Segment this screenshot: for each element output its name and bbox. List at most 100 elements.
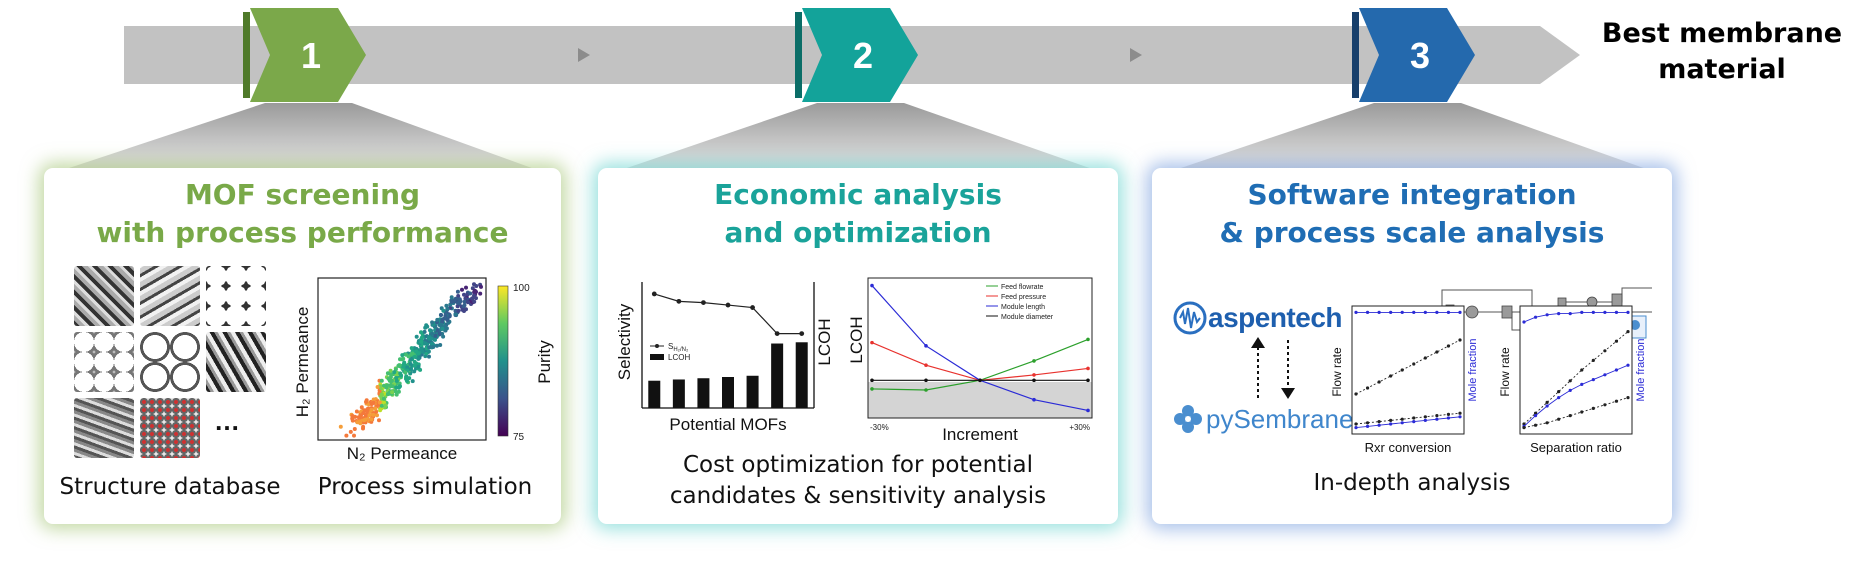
trend-point	[1626, 330, 1630, 334]
scatter-point	[466, 300, 470, 305]
sensitivity-x-label: Increment	[942, 425, 1018, 444]
selectivity-point	[651, 291, 657, 297]
scatter-point	[377, 418, 381, 423]
scatter-point	[455, 304, 460, 309]
trend-point	[1365, 310, 1370, 314]
scatter-point	[379, 403, 384, 408]
panel-1-title-line1: MOF screening	[184, 178, 421, 211]
scatter-point	[472, 299, 477, 304]
scatter-point	[363, 417, 368, 422]
scatter-point	[369, 407, 374, 412]
mof-structure-image	[74, 398, 134, 458]
trend-point	[1377, 420, 1381, 424]
sensitivity-point	[978, 378, 982, 383]
scatter-point	[419, 339, 424, 344]
trend-point	[1389, 310, 1393, 314]
trend-point	[1458, 411, 1462, 415]
panel-1-title: MOF screening with process performance	[44, 176, 561, 252]
selectivity-point	[799, 331, 805, 336]
scatter-point	[462, 292, 466, 297]
scatter-point	[445, 318, 450, 322]
chart-y-label-selectivity: Selectivity	[615, 303, 634, 380]
trend-point	[1377, 380, 1381, 384]
panel-2-caption: Cost optimization for potential candidat…	[598, 450, 1118, 512]
trend-point	[1557, 312, 1561, 316]
sensitivity-point	[1086, 408, 1090, 413]
scatter-point	[435, 343, 439, 348]
trend-point	[1533, 414, 1538, 418]
trend-point	[1522, 422, 1526, 426]
scatter-point	[445, 306, 450, 311]
scatter-point	[359, 405, 364, 410]
scatter-point	[426, 349, 431, 354]
panel-2-title-line2: and optimization	[724, 216, 992, 249]
trend-point	[1412, 310, 1416, 314]
sensitivity-point	[1032, 373, 1036, 377]
rxr-conversion-chart: Flow rate Mole fraction Rxr conversion	[1330, 305, 1479, 455]
trend-point	[1591, 378, 1595, 382]
panel-mof-screening: MOF screening with process performance …	[44, 168, 561, 524]
panel-2-caption-line2: candidates & sensitivity analysis	[669, 483, 1047, 509]
scatter-point	[427, 354, 431, 359]
legend-feed-flowrate: Feed flowrate	[1001, 284, 1044, 291]
mof-structure-image	[74, 332, 134, 392]
trend-point	[1603, 349, 1607, 353]
trend-point	[1545, 404, 1549, 408]
scatter-point	[408, 357, 413, 362]
trend-point	[1568, 388, 1572, 392]
trend-point	[1591, 358, 1595, 362]
caption-process-simulation: Process simulation	[317, 474, 533, 500]
mof-structure-image	[206, 332, 266, 392]
scatter-point	[422, 329, 427, 334]
panel-3-title: Software integration & process scale ana…	[1152, 176, 1672, 252]
step-3-shadow	[1352, 12, 1359, 98]
sep-x-label: Separation ratio	[1530, 440, 1622, 455]
sensitivity-point	[870, 340, 874, 345]
trend-point	[1522, 320, 1526, 324]
scatter-point	[443, 313, 448, 318]
trend-point	[1614, 339, 1619, 343]
sensitivity-plot-frame	[867, 277, 1093, 419]
scatter-point	[393, 389, 398, 394]
sep-y-label: Flow rate	[1498, 347, 1512, 397]
scatter-point	[399, 373, 404, 378]
lcoh-bar	[697, 378, 710, 408]
mof-structure-image	[140, 398, 200, 458]
selectivity-point	[701, 300, 706, 305]
scatter-point	[398, 363, 403, 368]
funnel-3	[1172, 103, 1652, 171]
chart-y-label-lcoh: LCOH	[815, 318, 834, 365]
lcoh-bar	[648, 380, 661, 408]
trend-point	[1423, 418, 1427, 422]
scatter-point	[439, 313, 443, 317]
scatter-point	[403, 370, 408, 375]
scatter-point	[379, 378, 384, 383]
scatter-point	[422, 341, 427, 346]
scatter-point	[456, 308, 461, 313]
scatter-x-label: N₂ Permeance	[347, 444, 458, 463]
trend-point	[1446, 412, 1451, 416]
trend-point	[1446, 416, 1451, 420]
small-arrow-1	[578, 48, 590, 62]
scatter-point	[419, 335, 424, 340]
rxr-x-label: Rxr conversion	[1365, 440, 1452, 455]
trend-point	[1545, 421, 1549, 425]
trend-point	[1435, 414, 1439, 418]
scatter-point	[369, 402, 374, 406]
scatter-point	[437, 322, 442, 327]
trend-point	[1557, 417, 1561, 421]
scatter-point	[412, 354, 417, 359]
trend-point	[1580, 410, 1584, 414]
trend-point	[1568, 379, 1572, 383]
scatter-point	[394, 376, 399, 380]
selectivity-line	[654, 293, 802, 335]
trend-point	[1591, 406, 1595, 410]
step-2-chevron	[802, 8, 918, 102]
lcoh-bars	[648, 342, 808, 408]
scatter-point	[453, 308, 458, 313]
trend-line	[1355, 412, 1461, 425]
trend-point	[1458, 415, 1462, 419]
scatter-point	[433, 333, 438, 338]
trend-point	[1557, 396, 1561, 400]
trend-line	[1523, 364, 1629, 427]
